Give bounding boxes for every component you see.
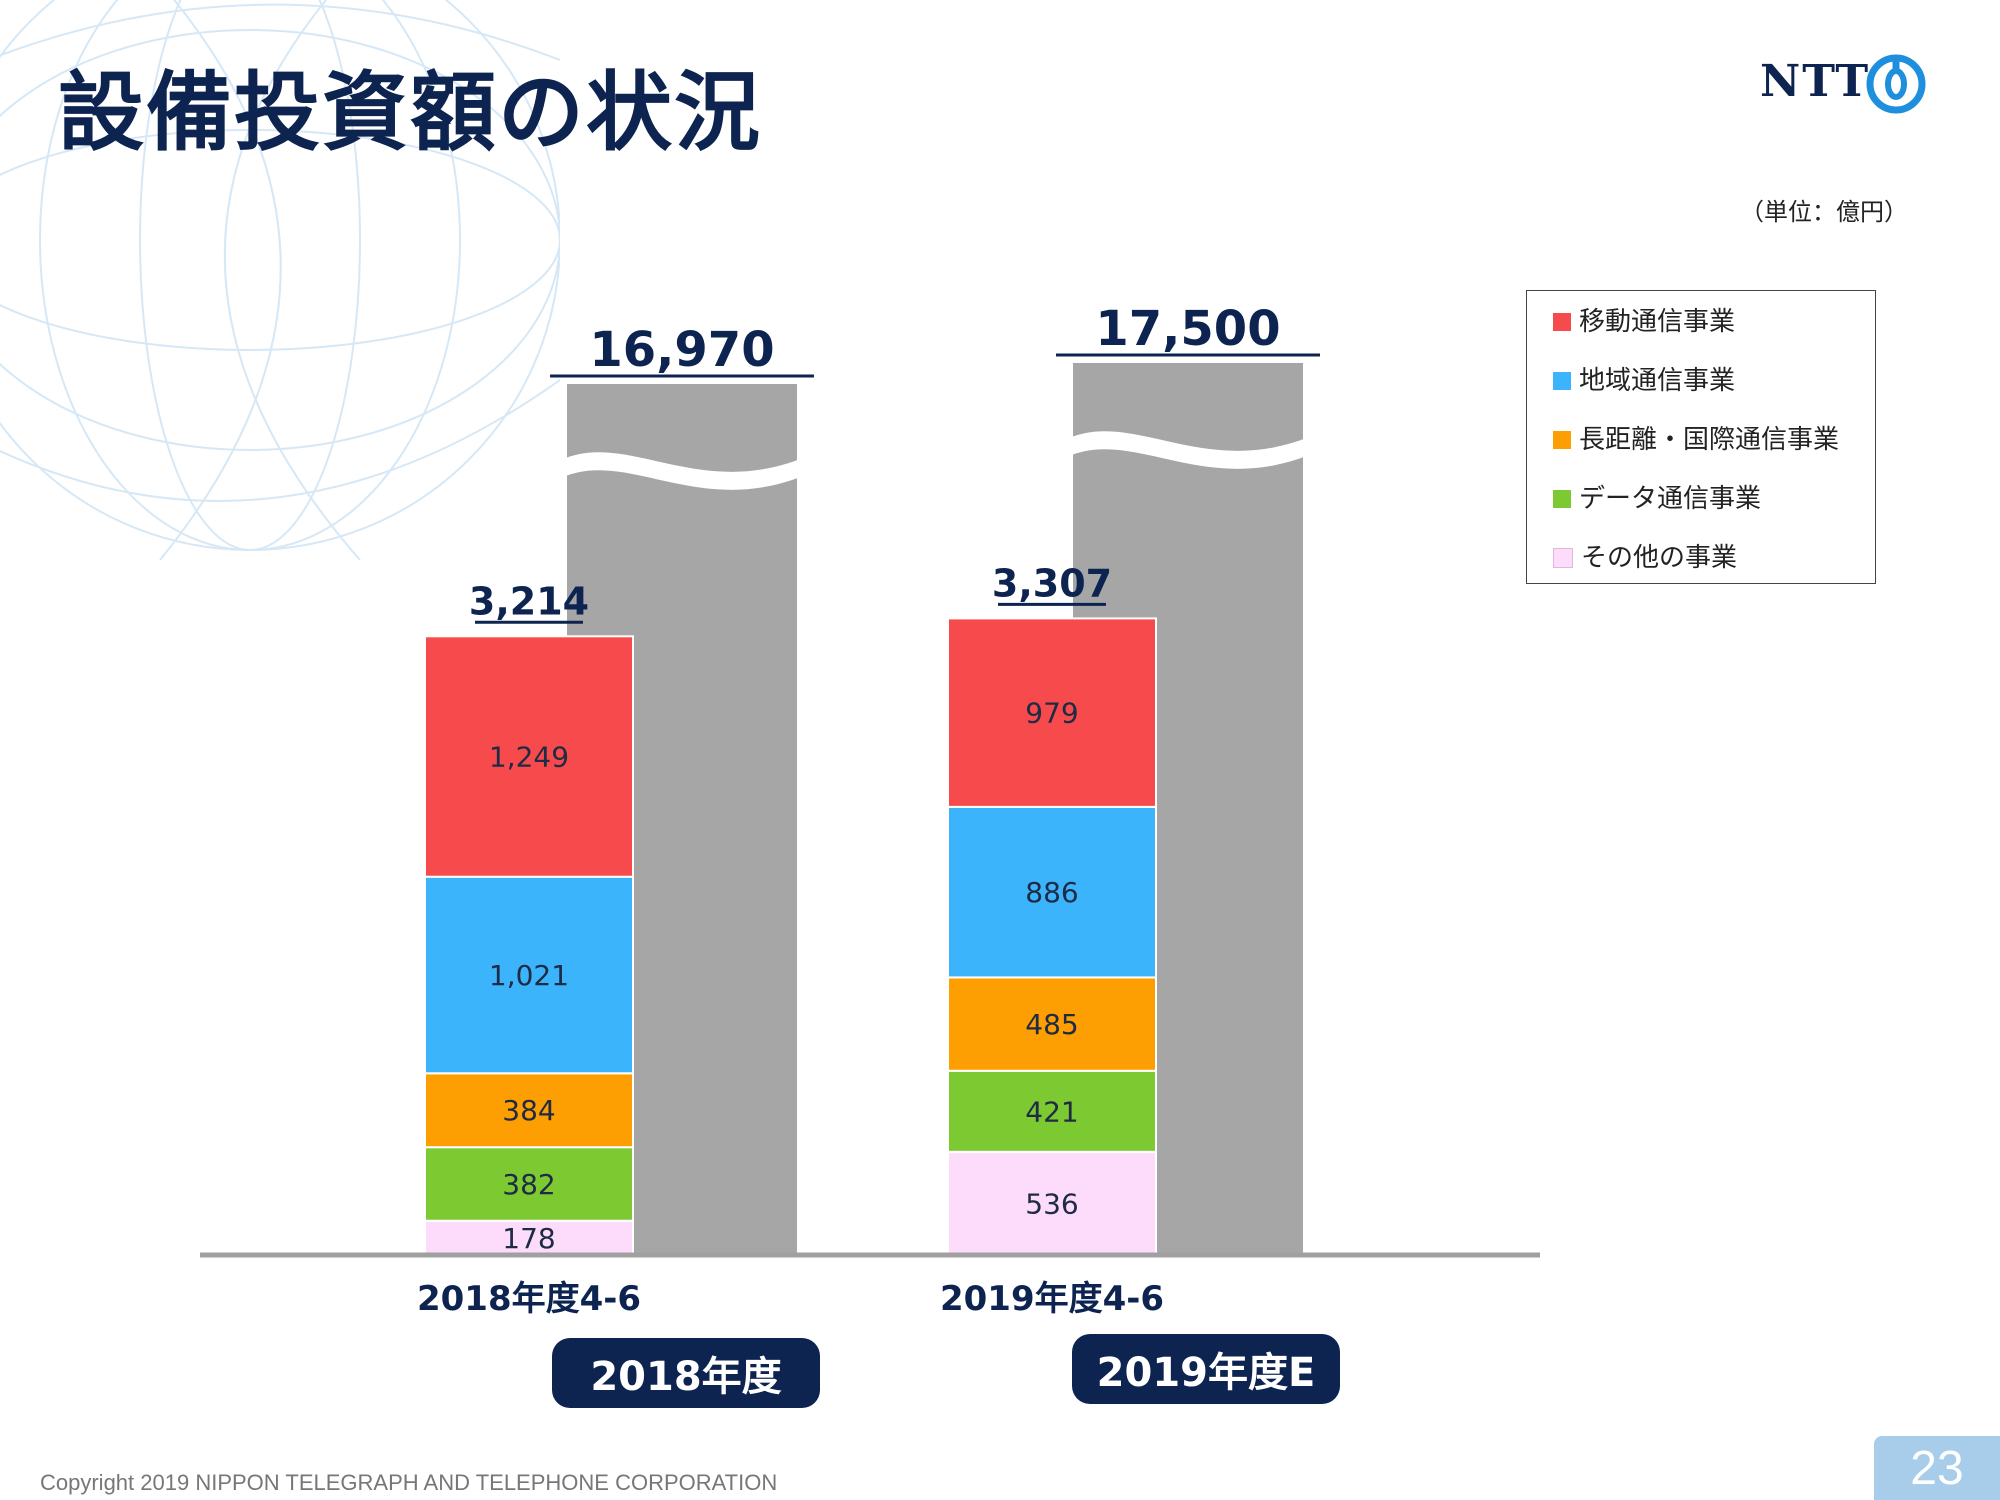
category-label: 2018年度4-6 xyxy=(417,1279,641,1319)
legend-swatch xyxy=(1553,548,1573,568)
segment-value-label: 979 xyxy=(1025,697,1078,730)
segment-value-label: 1,249 xyxy=(489,741,569,774)
legend-item-regional: 地域通信事業 xyxy=(1553,358,1735,398)
ntt-logo: NTT xyxy=(1760,52,1950,116)
stack-segment xyxy=(947,976,1157,1072)
segment-value-label: 384 xyxy=(502,1094,555,1127)
segment-value-label: 1,021 xyxy=(489,959,569,992)
segment-value-label: 178 xyxy=(502,1222,555,1255)
stack-segment xyxy=(424,1072,634,1149)
segment-value-label: 485 xyxy=(1025,1008,1078,1041)
copyright-text: Copyright 2019 NIPPON TELEGRAPH AND TELE… xyxy=(40,1470,778,1495)
page-title: 設備投資額の状況 xyxy=(58,63,762,163)
globe-wireframe-decoration xyxy=(0,0,560,561)
logo-text: NTT xyxy=(1760,56,1871,107)
legend-label: 長距離・国際通信事業 xyxy=(1579,424,1840,455)
fy-badge-2018: 2018年度 xyxy=(552,1338,820,1408)
stack-total-label: 3,214 xyxy=(469,579,589,623)
stack-segment xyxy=(947,805,1157,979)
unit-label: （単位：億円） xyxy=(1740,198,1908,226)
segment-value-label: 421 xyxy=(1025,1095,1078,1128)
legend-swatch xyxy=(1553,490,1571,508)
legend-label: その他の事業 xyxy=(1581,542,1738,573)
axis-break-mark xyxy=(1067,431,1309,469)
legend-swatch xyxy=(1553,372,1571,390)
chart-legend: 移動通信事業 地域通信事業 長距離・国際通信事業 データ通信事業 その他の事業 xyxy=(1526,290,1876,584)
stack-segment xyxy=(947,617,1157,808)
fy-badge-2019e: 2019年度E xyxy=(1072,1334,1340,1404)
stack-segment xyxy=(424,875,634,1075)
ntt-logo-icon xyxy=(1866,54,1926,114)
category-label: 2019年度4-6 xyxy=(940,1279,1164,1319)
segment-value-label: 536 xyxy=(1025,1187,1078,1220)
legend-swatch xyxy=(1553,313,1571,331)
legend-label: データ通信事業 xyxy=(1579,483,1762,514)
legend-label: 移動通信事業 xyxy=(1579,306,1736,337)
legend-item-mobile: 移動通信事業 xyxy=(1553,299,1735,339)
legend-item-long-distance: 長距離・国際通信事業 xyxy=(1553,417,1839,457)
legend-item-other: その他の事業 xyxy=(1553,535,1737,575)
segment-value-label: 382 xyxy=(502,1168,555,1201)
stack-total-label: 3,307 xyxy=(992,561,1112,605)
legend-item-data: データ通信事業 xyxy=(1553,476,1761,516)
legend-swatch xyxy=(1553,431,1571,449)
stack-segment xyxy=(424,1146,634,1222)
legend-label: 地域通信事業 xyxy=(1579,365,1736,396)
axis-break-mark xyxy=(561,452,803,490)
annual-total-label: 16,970 xyxy=(589,322,774,378)
stack-segment xyxy=(424,635,634,878)
stack-segment xyxy=(424,1219,634,1256)
page-number: 23 xyxy=(1874,1436,2000,1500)
segment-value-label: 886 xyxy=(1025,876,1078,909)
annual-total-label: 17,500 xyxy=(1095,301,1280,357)
stack-segment xyxy=(947,1150,1157,1256)
stack-segment xyxy=(947,1069,1157,1153)
